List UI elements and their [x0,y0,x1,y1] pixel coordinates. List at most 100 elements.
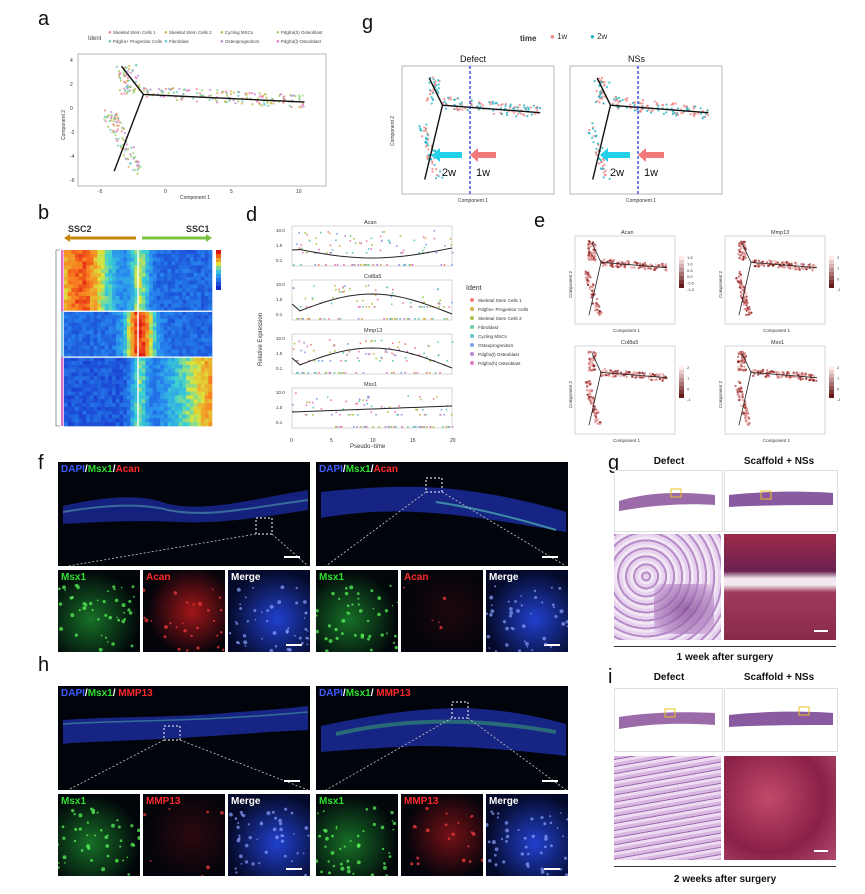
heatmap-cell [160,387,165,392]
cell-signal [58,602,63,606]
cell-point [146,88,149,92]
cell-signal [242,634,247,638]
heatmap-cell [141,399,146,404]
heatmap-cell [134,318,139,323]
y-axis-label: Component 2 [718,270,723,298]
cell-signal [390,810,394,815]
cell-signal [254,618,257,621]
cell-signal [439,626,443,630]
cell-point [421,135,424,138]
heatmap-cell [189,250,194,255]
cell-point [130,146,133,149]
cell-point [340,372,343,374]
cell-signal [490,604,493,607]
cell-point [404,357,407,359]
heatmap-cell [160,406,165,411]
cell-signal [196,646,200,650]
heatmap-cell [67,295,72,301]
row-annotation [61,387,64,392]
heatmap-cell [104,345,109,350]
heatmap-cell [163,410,168,415]
heatmap-cell [130,257,135,262]
heatmap-cell [71,418,76,423]
heatmap-cell [115,353,120,358]
heatmap-cell [171,326,176,331]
cell-point [592,141,595,144]
heatmap-cell [82,276,87,281]
cell-signal [73,812,76,816]
heatmap-cell [178,399,183,404]
heatmap-cell [186,422,191,427]
scale-bar [542,556,558,558]
cell-signal [112,585,116,589]
cell-point [342,286,344,288]
cell-point [748,421,751,425]
heatmap-cell [197,383,202,389]
cell-point [437,91,440,94]
cell-point [425,414,427,416]
heatmap-cell [67,280,72,285]
cell-signal [271,810,275,814]
cell-point [653,100,656,103]
heatmap-cell [167,349,172,354]
heatmap-cell [189,372,194,377]
heatmap-cell [71,284,76,289]
cell-point [742,255,745,259]
heatmap-cell [123,288,128,293]
heatmap-cell [160,403,165,408]
cell-point [408,264,411,266]
heatmap-cell [119,303,124,308]
heatmap-cell [141,322,146,327]
heatmap-cell [160,322,165,327]
cell-point [397,346,399,348]
heatmap-cell [123,376,128,381]
cell-point [338,245,341,247]
heatmap-cell [138,311,142,316]
cell-point [434,177,438,180]
cell-point [125,143,128,146]
heatmap-cell [64,418,68,423]
heatmap-cell [189,269,194,274]
scale-tick: 0 [687,386,690,391]
cell-point [452,107,456,111]
heatmap-cell [167,395,172,400]
heatmap-cell [156,292,161,297]
color-scale [679,378,684,382]
heatmap-cell [178,292,183,297]
heatmap-cell [138,265,142,270]
heatmap-cell [208,299,213,304]
heatmap-cell [182,311,187,316]
heatmap-cell [82,391,87,396]
heatmap-cell [186,414,191,419]
heatmap-cell [93,288,98,293]
heatmap-cell [126,295,131,301]
heatmap-cell [126,272,131,278]
heatmap-cell [67,326,72,331]
heatmap-cell [130,383,135,389]
heatmap-cell [101,318,105,323]
heatmap-cell [141,410,146,415]
heatmap-cell [204,315,209,320]
cell-signal [381,847,385,851]
x-tick: -5 [98,189,103,195]
y-tick: 4 [70,58,73,64]
cell-point [351,252,354,254]
plot-frame [291,225,453,267]
row-annotation [61,253,64,258]
cell-point [216,89,219,92]
cell-signal [253,609,257,613]
heatmap-cell [86,322,91,327]
cell-point [375,357,378,360]
color-scale [829,260,834,264]
fluorescence-tile: Merge [486,570,568,652]
heatmap-cell [104,292,109,297]
cell-signal [90,807,93,811]
heatmap-cell [141,406,146,411]
heatmap-cell [101,341,105,346]
panel-i-detail-defect [614,756,721,860]
heatmap-cell [167,353,172,358]
cell-signal [137,836,140,840]
cell-point [791,267,794,270]
cell-point [359,426,362,428]
cell-signal [304,612,307,615]
